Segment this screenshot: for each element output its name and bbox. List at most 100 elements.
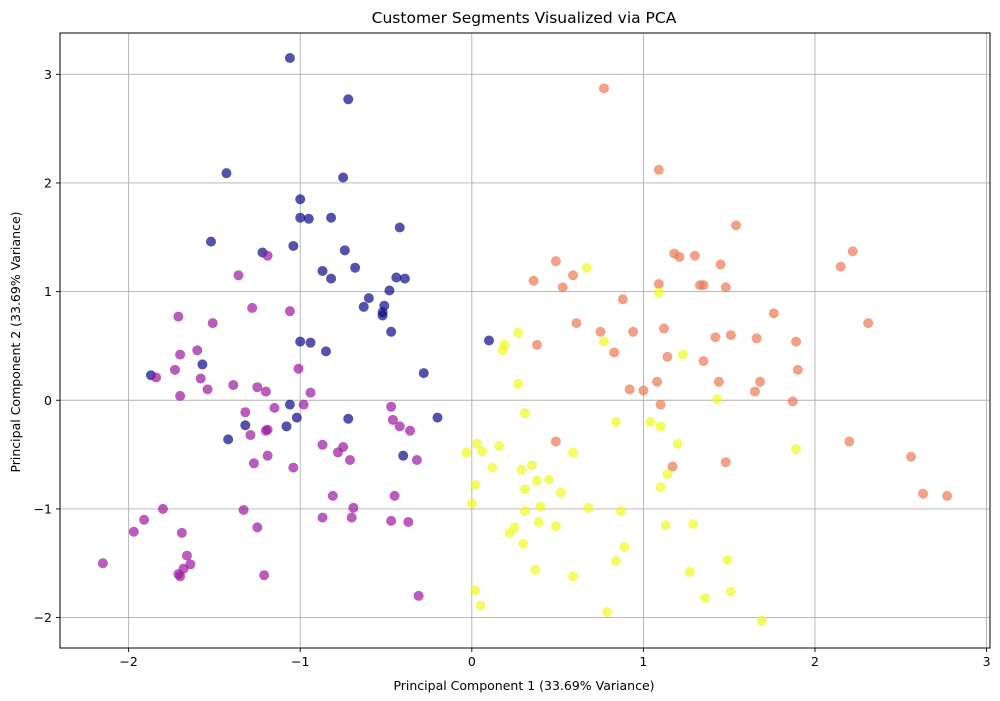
data-point: [284, 306, 295, 317]
data-point: [346, 512, 357, 523]
data-point: [520, 484, 530, 495]
data-point: [791, 444, 802, 455]
data-point: [470, 585, 481, 596]
data-point: [471, 438, 482, 449]
data-point: [655, 399, 666, 410]
data-point: [494, 440, 505, 451]
data-point: [731, 220, 742, 231]
data-point: [847, 246, 858, 257]
data-point: [221, 168, 232, 179]
data-point: [533, 516, 544, 527]
data-point: [305, 337, 316, 348]
data-point: [262, 450, 273, 461]
data-point: [305, 387, 316, 398]
data-point: [677, 349, 688, 360]
data-point: [530, 564, 541, 575]
data-point: [698, 280, 709, 291]
data-point: [238, 505, 249, 516]
data-point: [363, 293, 374, 304]
data-point: [516, 464, 527, 475]
data-point: [689, 250, 700, 261]
data-point: [470, 480, 481, 491]
data-point: [197, 359, 208, 370]
data-point: [712, 394, 723, 405]
data-point: [532, 339, 543, 350]
data-point: [339, 245, 350, 256]
data-point: [863, 318, 874, 329]
data-point: [181, 550, 192, 561]
data-point: [791, 336, 802, 347]
data-point: [617, 294, 628, 305]
data-point: [175, 349, 186, 360]
data-point: [787, 396, 798, 407]
series-4: [461, 262, 802, 626]
data-point: [655, 482, 666, 493]
data-point: [556, 487, 567, 498]
data-point: [751, 333, 762, 344]
data-point: [755, 376, 766, 387]
data-point: [284, 52, 295, 63]
y-tick-label: 0: [44, 393, 52, 408]
data-point: [245, 430, 256, 441]
y-tick-label: 3: [44, 67, 52, 82]
data-point: [610, 556, 621, 567]
data-point: [399, 273, 410, 284]
data-point: [667, 461, 678, 472]
data-point: [326, 273, 337, 284]
data-point: [550, 436, 561, 447]
data-point: [602, 607, 613, 618]
data-point: [394, 421, 405, 432]
data-point: [377, 310, 388, 321]
data-point: [662, 469, 673, 480]
data-point: [466, 498, 477, 509]
data-point: [658, 323, 669, 334]
data-point: [139, 514, 150, 525]
data-point: [535, 501, 546, 512]
data-point: [700, 593, 711, 604]
data-point: [344, 455, 355, 466]
data-point: [205, 236, 216, 247]
data-point: [97, 558, 108, 569]
data-point: [291, 412, 302, 423]
x-axis-ticks: −2 −1 0 1 2 3: [119, 648, 991, 669]
x-tick-label: 0: [468, 654, 476, 669]
data-point: [662, 351, 673, 362]
data-point: [386, 326, 397, 337]
data-point: [715, 259, 726, 270]
data-point: [288, 240, 299, 251]
x-axis-label: Principal Component 1 (33.69% Variance): [393, 678, 654, 693]
data-point: [260, 425, 271, 436]
data-point: [288, 462, 299, 473]
data-point: [660, 520, 671, 531]
data-point: [477, 446, 488, 457]
data-point: [173, 311, 184, 322]
data-point: [652, 376, 663, 387]
data-point: [906, 451, 917, 462]
data-point: [338, 172, 349, 183]
data-point: [252, 382, 263, 393]
data-point: [358, 301, 369, 312]
data-point: [394, 222, 405, 233]
data-point: [398, 450, 409, 461]
data-point: [645, 416, 656, 427]
y-tick-label: −2: [34, 610, 52, 625]
data-point: [520, 506, 530, 517]
data-point: [343, 94, 354, 105]
data-point: [619, 541, 630, 552]
data-point: [610, 416, 621, 427]
data-point: [228, 380, 239, 391]
series-1: [145, 52, 494, 461]
data-point: [638, 385, 649, 396]
data-point: [504, 527, 515, 538]
data-point: [327, 490, 338, 501]
data-point: [713, 376, 724, 387]
data-point: [248, 458, 259, 469]
data-point: [792, 364, 803, 375]
data-point: [655, 421, 666, 432]
data-point: [835, 261, 846, 272]
data-point: [581, 262, 592, 273]
data-point: [684, 566, 695, 577]
data-point: [348, 502, 359, 513]
y-tick-label: 2: [44, 175, 52, 190]
